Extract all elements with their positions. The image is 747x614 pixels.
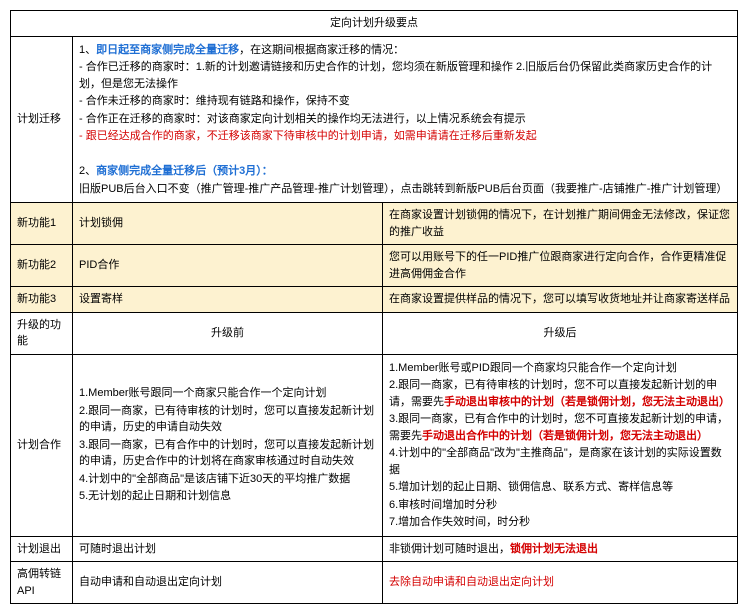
exit-before: 可随时退出计划 — [73, 536, 383, 562]
mig-b2: - 合作未迁移的商家时：维持现有链路和操作，保持不变 — [79, 93, 731, 110]
mig-l3: 旧版PUB后台入口不变（推广管理-推广产品管理-推广计划管理），点击跳转到新版P… — [79, 181, 731, 198]
feat1-desc: 在商家设置计划锁佣的情况下，在计划推广期间佣金无法修改，保证您的推广收益 — [383, 203, 738, 245]
row-label-coop: 计划合作 — [11, 354, 73, 536]
coop-a7: 7.增加合作失效时间，时分秒 — [389, 514, 731, 531]
coop-b4: 4.计划中的"全部商品"是该店铺下近30天的平均推广数据 — [79, 471, 376, 488]
exit-after-red: 锁佣计划无法退出 — [510, 543, 598, 555]
coop-a6: 6.审核时间增加时分秒 — [389, 497, 731, 514]
coop-b1: 1.Member账号跟同一个商家只能合作一个定向计划 — [79, 385, 376, 402]
mig-l1-blue: 即日起至商家侧完成全量迁移 — [96, 44, 239, 56]
coop-before: 1.Member账号跟同一个商家只能合作一个定向计划 2.跟同一商家，已有待审核… — [73, 354, 383, 536]
mig-b4: - 跟已经达成合作的商家，不迁移该商家下待审核中的计划申请，如需申请请在迁移后重… — [79, 128, 731, 145]
mig-l1-post: ，在这期间根据商家迁移的情况： — [239, 44, 404, 56]
feat2-name: PID合作 — [73, 245, 383, 287]
feat3-name: 设置寄样 — [73, 287, 383, 313]
api-before: 自动申请和自动退出定向计划 — [73, 562, 383, 604]
table-title: 定向计划升级要点 — [11, 11, 738, 37]
coop-a1: 1.Member账号或PID跟同一个商家均只能合作一个定向计划 — [389, 360, 731, 377]
coop-a5: 5.增加计划的起止日期、锁佣信息、联系方式、寄样信息等 — [389, 479, 731, 496]
mig-b1: - 合作已迁移的商家时：1.新的计划邀请链接和历史合作的计划，您均须在新版管理和… — [79, 59, 731, 92]
feat1-name: 计划锁佣 — [73, 203, 383, 245]
feat2-desc: 您可以用账号下的任一PID推广位跟商家进行定向合作，合作更精准促进高佣佣金合作 — [383, 245, 738, 287]
coop-a4: 4.计划中的"全部商品"改为"主推商品"，是商家在该计划的实际设置数据 — [389, 445, 731, 478]
col-after: 升级后 — [383, 312, 738, 354]
row-label-feat3: 新功能3 — [11, 287, 73, 313]
row-label-upgrade: 升级的功能 — [11, 312, 73, 354]
upgrade-table: 定向计划升级要点 计划迁移 1、即日起至商家侧完成全量迁移，在这期间根据商家迁移… — [10, 10, 738, 604]
api-after: 去除自动申请和自动退出定向计划 — [383, 562, 738, 604]
mig-l1-pre: 1、 — [79, 44, 96, 56]
migration-content: 1、即日起至商家侧完成全量迁移，在这期间根据商家迁移的情况： - 合作已迁移的商… — [73, 36, 738, 203]
col-before: 升级前 — [73, 312, 383, 354]
exit-after: 非锁佣计划可随时退出，锁佣计划无法退出 — [383, 536, 738, 562]
mig-l2-pre: 2、 — [79, 165, 96, 177]
feat3-desc: 在商家设置提供样品的情况下，您可以填写收货地址并让商家寄送样品 — [383, 287, 738, 313]
coop-after: 1.Member账号或PID跟同一个商家均只能合作一个定向计划 2.跟同一商家，… — [383, 354, 738, 536]
coop-b3: 3.跟同一商家，已有合作中的计划时，您可以直接发起新计划的申请，历史合作中的计划… — [79, 437, 376, 470]
mig-l2-blue: 商家侧完成全量迁移后（预计3月）： — [96, 165, 273, 177]
row-label-feat2: 新功能2 — [11, 245, 73, 287]
mig-b3: - 合作正在迁移的商家时：对该商家定向计划相关的操作均无法进行，以上情况系统会有… — [79, 111, 731, 128]
coop-a2b: 手动退出审核中的计划（若是锁佣计划，您无法主动退出） — [444, 396, 730, 408]
row-label-exit: 计划退出 — [11, 536, 73, 562]
row-label-feat1: 新功能1 — [11, 203, 73, 245]
coop-a3b: 手动退出合作中的计划（若是锁佣计划，您无法主动退出） — [422, 430, 708, 442]
coop-b2: 2.跟同一商家，已有待审核的计划时，您可以直接发起新计划的申请，历史的申请自动失… — [79, 403, 376, 436]
exit-after-pre: 非锁佣计划可随时退出， — [389, 543, 510, 555]
coop-b5: 5.无计划的起止日期和计划信息 — [79, 488, 376, 505]
row-label-migration: 计划迁移 — [11, 36, 73, 203]
row-label-api: 高佣转链API — [11, 562, 73, 604]
